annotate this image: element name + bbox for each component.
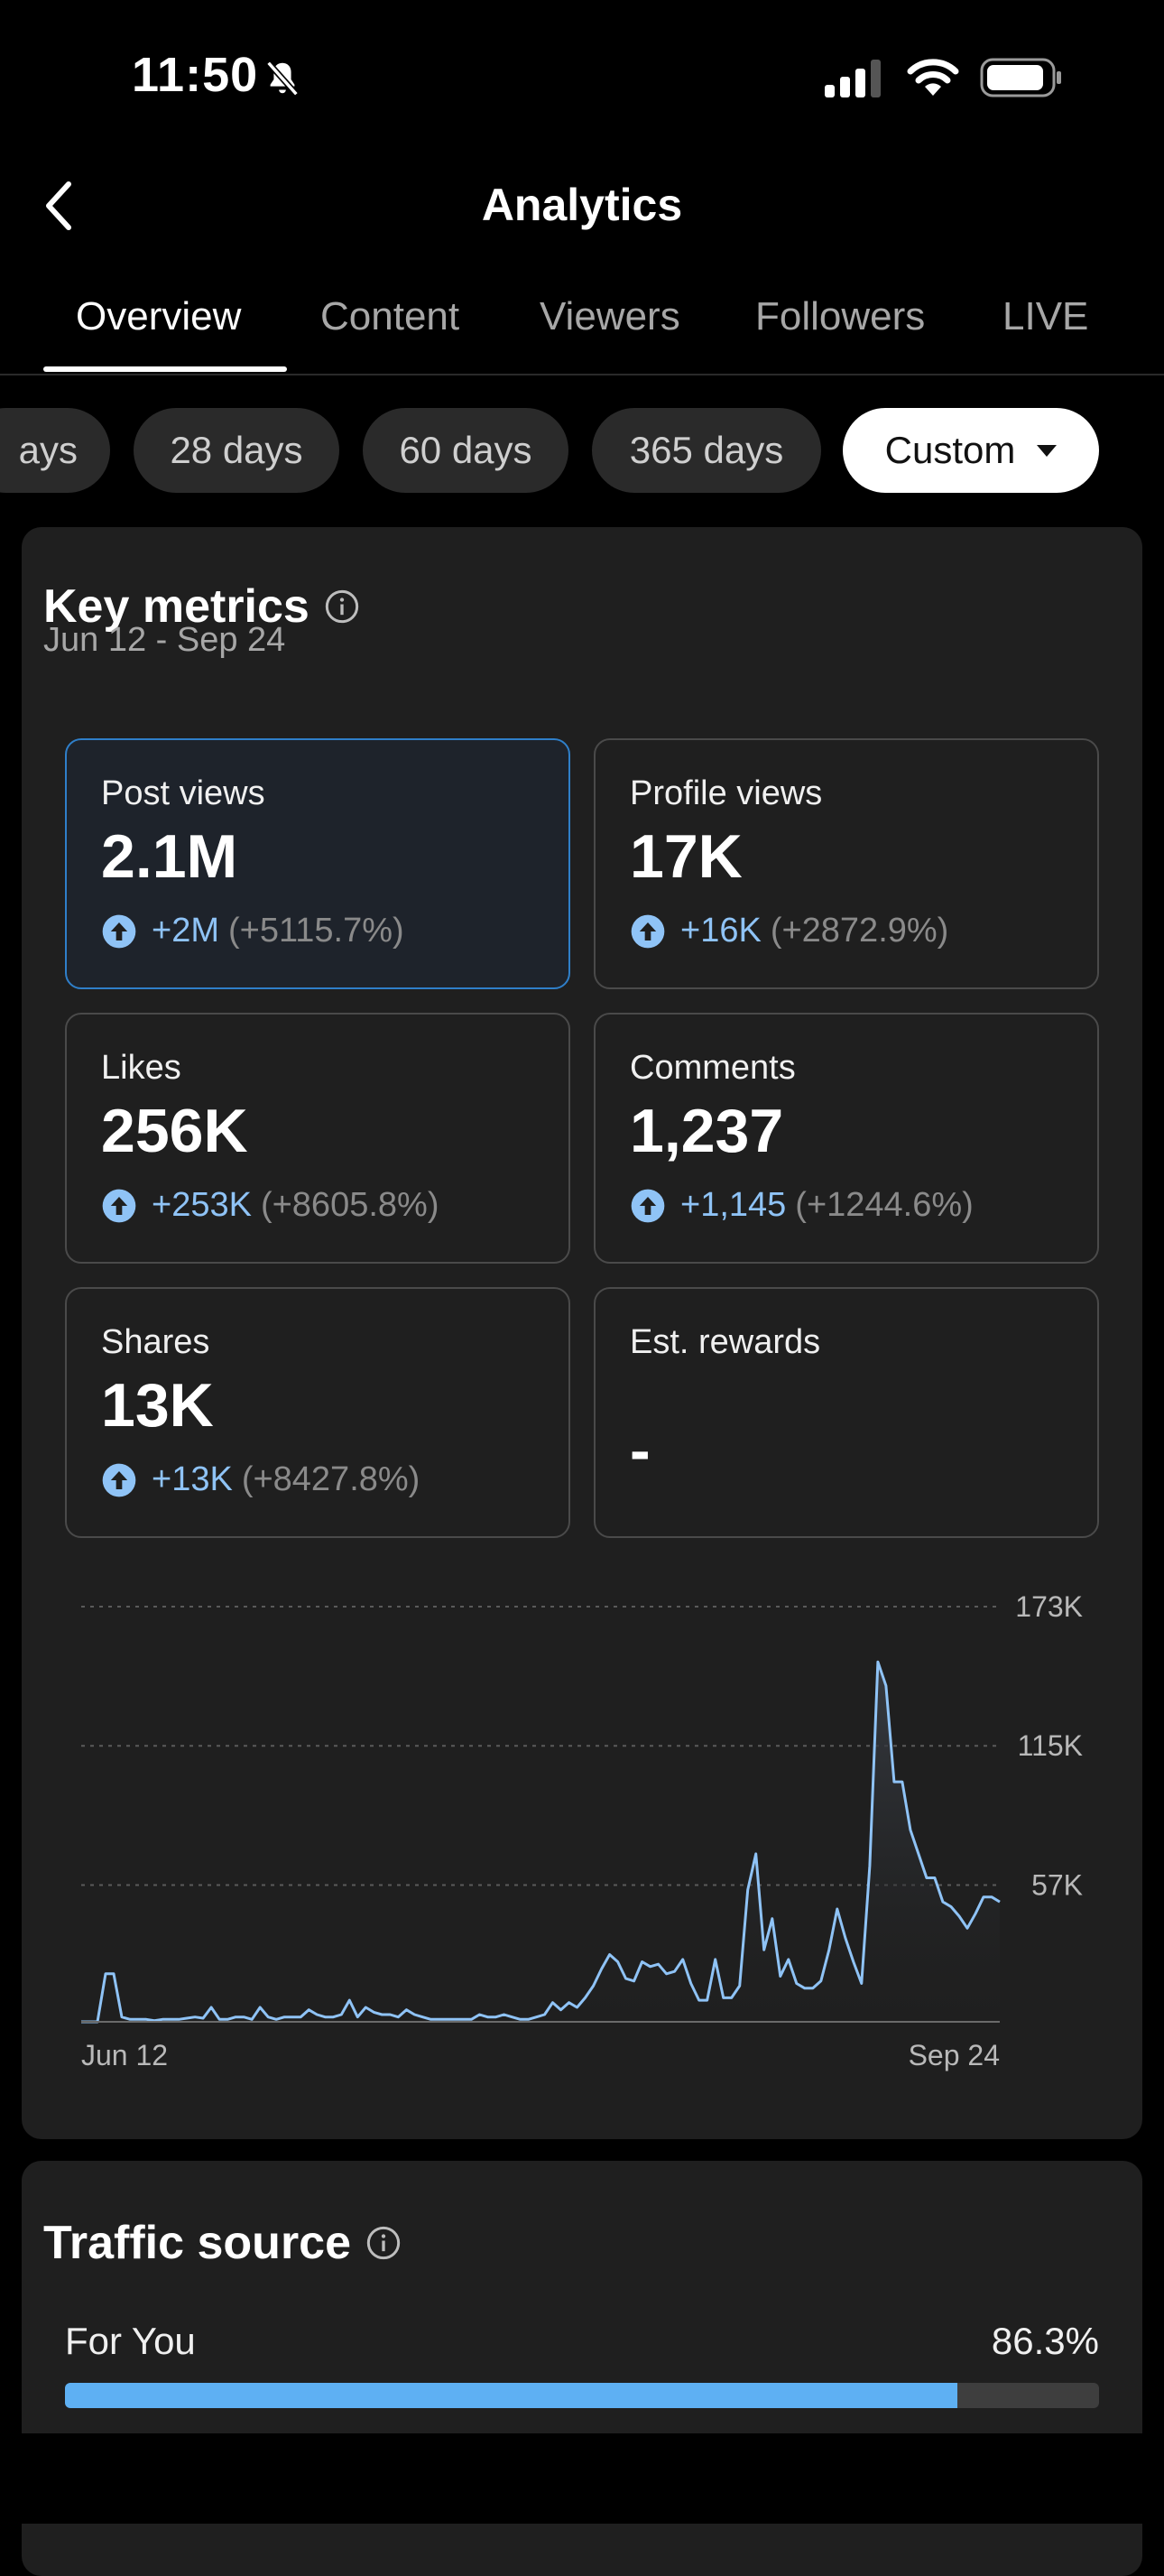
metric-delta: +13K [152,1460,233,1498]
metric-value: 256K [101,1097,248,1165]
filter-label: 365 days [629,429,784,471]
metric-comments[interactable]: Comments 1,237 +1,145 (+1244.6%) [594,1013,1099,1264]
metric-change: +1,145 (+1244.6%) [630,1186,974,1225]
metric-delta: +253K [152,1186,252,1224]
metric-value: 1,237 [630,1097,784,1165]
key-metrics-heading: Key metrics [43,579,360,634]
filter-60-days-pill[interactable]: 60 days [363,408,568,493]
filter-label: 28 days [170,429,303,471]
metric-shares[interactable]: Shares 13K +13K (+8427.8%) [65,1287,570,1538]
filter-label: Custom [884,429,1016,471]
filter-label: 60 days [399,429,532,471]
silent-bell-icon [266,60,299,97]
metric-likes[interactable]: Likes 256K +253K (+8605.8%) [65,1013,570,1264]
arrow-up-circle-icon [631,1189,665,1222]
filter-28-days-pill[interactable]: 28 days [134,408,339,493]
tab-bar: Overview Content Viewers Followers LIVE [0,289,1164,375]
metric-label: Est. rewards [630,1323,821,1361]
active-tab-indicator [43,366,287,372]
traffic-source-value: 86.3% [991,2320,1099,2362]
metric-percent: (+8427.8%) [241,1460,420,1498]
metric-post-views[interactable]: Post views 2.1M +2M (+5115.7%) [65,738,570,989]
page-title: Analytics [481,180,683,230]
metric-delta: +2M [152,912,219,950]
header: Analytics [0,162,1164,253]
arrow-up-circle-icon [102,1189,136,1222]
metric-value: 13K [101,1371,214,1440]
traffic-source-label: For You [65,2320,196,2362]
traffic-source-bar-fill [65,2383,957,2408]
info-icon[interactable] [365,2225,402,2261]
metric-label: Comments [630,1049,796,1087]
date-range: Jun 12 - Sep 24 [43,621,286,659]
metric-value: - [630,1416,651,1485]
status-bar: 11:50 [0,0,1164,153]
metric-percent: (+1244.6%) [795,1186,974,1224]
filter-365-days-pill[interactable]: 365 days [592,408,821,493]
arrow-up-circle-icon [102,914,136,948]
caret-down-icon [1037,444,1058,457]
metric-value: 17K [630,822,743,891]
arrow-up-circle-icon [631,914,665,948]
tab-viewers[interactable]: Viewers [540,294,680,338]
filter-custom-dropdown[interactable]: Custom [843,408,1099,493]
metric-label: Likes [101,1049,181,1087]
metric-change: +16K (+2872.9%) [630,912,948,950]
status-time: 11:50 [132,48,259,102]
metric-delta: +1,145 [680,1186,787,1224]
chevron-left-icon[interactable] [40,179,79,233]
metric-label: Post views [101,774,265,812]
traffic-source-heading: Traffic source [43,2216,402,2270]
metric-percent: (+8605.8%) [260,1186,439,1224]
metric-value: 2.1M [101,822,238,891]
metric-label: Profile views [630,774,823,812]
battery-icon [980,58,1061,97]
filter-label: ays [18,429,78,471]
traffic-source-bar [65,2383,1099,2408]
tab-followers[interactable]: Followers [755,294,926,338]
tab-live[interactable]: LIVE [1002,294,1089,338]
metric-label: Shares [101,1323,210,1361]
arrow-up-circle-icon [102,1463,136,1496]
tab-content[interactable]: Content [320,294,460,338]
metric-percent: (+5115.7%) [227,912,404,950]
metric-percent: (+2872.9%) [770,912,949,950]
metric-change: +13K (+8427.8%) [101,1460,420,1499]
cellular-signal-icon [825,60,881,97]
key-metrics-title: Key metrics [43,580,309,633]
info-icon[interactable] [324,588,360,625]
metric-change: +2M (+5115.7%) [101,912,404,950]
metric-profile-views[interactable]: Profile views 17K +16K (+2872.9%) [594,738,1099,989]
filter-7-days-pill[interactable]: ays [0,408,110,493]
metric-delta: +16K [680,912,762,950]
bottom-spacer [0,2433,1164,2524]
metric-change: +253K (+8605.8%) [101,1186,439,1225]
metric-est-rewards[interactable]: Est. rewards - [594,1287,1099,1538]
traffic-source-title: Traffic source [43,2217,352,2269]
wifi-icon [907,59,959,96]
tab-overview[interactable]: Overview [76,294,242,338]
